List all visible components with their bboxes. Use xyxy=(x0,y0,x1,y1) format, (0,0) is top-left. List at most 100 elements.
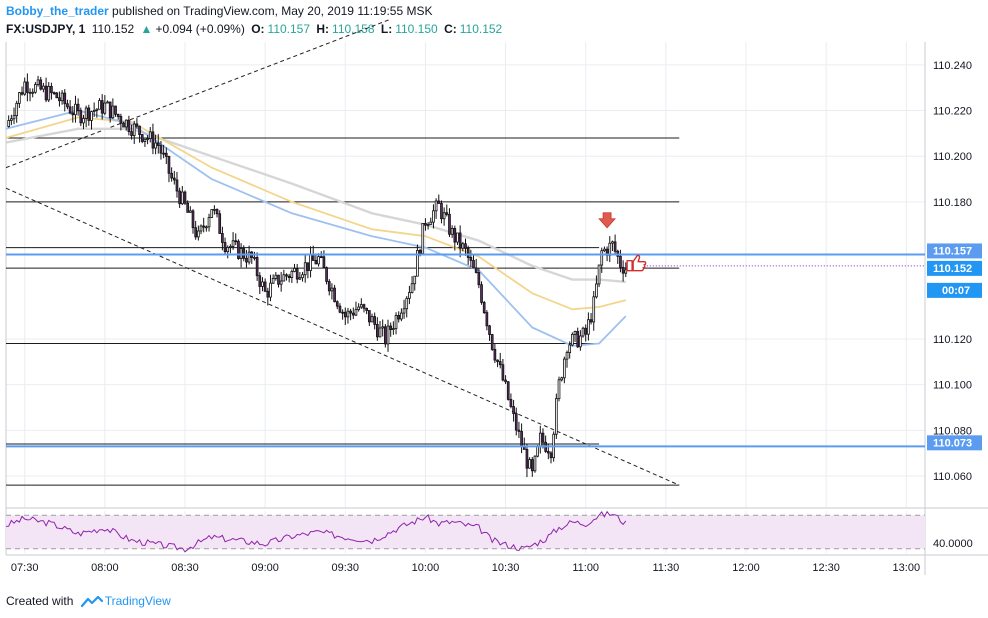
time-tick-label: 11:00 xyxy=(572,562,599,574)
candle-body xyxy=(79,110,83,124)
candle-body xyxy=(317,256,320,265)
candle-body xyxy=(581,327,585,337)
candle-body xyxy=(549,452,553,459)
candle-body xyxy=(194,227,198,238)
candle-body xyxy=(58,97,61,102)
candle-body xyxy=(587,319,590,335)
time-tick-label: 09:00 xyxy=(251,562,279,574)
price-tick-label: 110.120 xyxy=(933,334,972,346)
close-value: 110.152 xyxy=(459,22,503,36)
candle-body xyxy=(373,316,377,325)
symbol-label[interactable]: FX:USDJPY, 1 xyxy=(6,22,86,36)
candle-body xyxy=(367,310,371,323)
candle-body xyxy=(7,120,11,127)
ma-slow-line xyxy=(5,127,626,284)
candle-body xyxy=(130,131,133,136)
candle-body xyxy=(466,248,470,258)
candle-body xyxy=(263,281,267,292)
candle-body xyxy=(60,92,64,102)
candle-body xyxy=(68,106,72,114)
candle-body xyxy=(498,361,502,366)
thumbs-up-shape xyxy=(626,254,647,272)
candle-body xyxy=(92,110,96,113)
candle-body xyxy=(140,134,144,142)
candle-body xyxy=(50,85,53,94)
candle-body xyxy=(306,262,310,271)
candle-body xyxy=(592,296,596,323)
candle-body xyxy=(23,81,27,95)
candle-body xyxy=(528,459,531,469)
candle-body xyxy=(482,302,486,313)
candle-body xyxy=(501,364,505,381)
price-chart[interactable]: 110.240 110.220 110.200 110.180 110.120 110.1… xyxy=(0,0,988,590)
candle-body xyxy=(327,281,331,292)
candle-body xyxy=(514,413,518,431)
candle-body xyxy=(170,172,173,179)
candle-body xyxy=(488,325,491,335)
candle-body xyxy=(146,138,149,140)
high-label: H: xyxy=(316,22,330,36)
candle-body xyxy=(453,228,457,243)
candle-body xyxy=(20,92,24,95)
price-tick-label: 110.220 xyxy=(933,106,972,118)
candle-body xyxy=(437,200,441,204)
last-price: 110.152 xyxy=(91,22,135,36)
candle-body xyxy=(357,306,360,310)
candle-body xyxy=(557,379,561,400)
candle-body xyxy=(343,311,347,318)
countdown-tag-bg xyxy=(927,282,982,298)
trendline xyxy=(5,187,680,486)
candle-body xyxy=(18,92,21,104)
tradingview-logo-icon xyxy=(80,595,103,607)
candle-body xyxy=(496,359,499,363)
candle-body xyxy=(111,105,115,119)
candle-body xyxy=(458,232,462,249)
candle-body xyxy=(298,277,302,280)
candle-body xyxy=(277,274,280,285)
candle-body xyxy=(536,445,539,457)
rsi-band xyxy=(6,515,925,549)
candle-body xyxy=(188,210,192,213)
candle-body xyxy=(55,92,59,99)
candle-body xyxy=(26,81,29,93)
candle-body xyxy=(197,230,200,238)
candle-body xyxy=(159,145,163,154)
thumbs-up-icon xyxy=(626,254,647,272)
candle-body xyxy=(108,101,112,119)
candle-body xyxy=(597,264,601,285)
candle-body xyxy=(210,209,214,218)
candle-body xyxy=(440,203,443,220)
candle-body xyxy=(354,309,358,316)
candle-body xyxy=(619,255,622,268)
candle-body xyxy=(151,131,155,149)
price-tick-label: 110.180 xyxy=(933,197,972,209)
candle-body xyxy=(127,119,131,133)
candle-body xyxy=(349,310,352,314)
candle-body xyxy=(71,112,75,116)
candle-body xyxy=(579,335,582,348)
candle-body xyxy=(309,253,312,271)
candle-body xyxy=(394,314,398,329)
candle-body xyxy=(245,257,248,263)
time-tick-label: 12:00 xyxy=(732,562,760,574)
publisher-name[interactable]: Bobby_the_trader xyxy=(6,4,109,18)
candle-body xyxy=(424,223,427,226)
candle-body xyxy=(42,85,45,90)
candle-body xyxy=(450,228,454,235)
tradingview-brand[interactable]: TradingView xyxy=(104,594,171,608)
candle-body xyxy=(36,79,40,85)
candle-body xyxy=(554,398,558,435)
countdown-label: 00:07 xyxy=(942,285,970,297)
candle-body xyxy=(138,125,141,135)
down-arrow-marker-icon xyxy=(598,212,616,229)
candle-body xyxy=(295,268,299,280)
candle-body xyxy=(164,152,168,157)
candle-body xyxy=(325,267,328,282)
candle-body xyxy=(34,84,37,93)
price-tag-label: 110.157 xyxy=(933,245,972,257)
candle-body xyxy=(178,190,181,205)
candle-body xyxy=(156,142,160,146)
candle-body xyxy=(183,191,187,204)
candle-body xyxy=(624,269,628,274)
candle-body xyxy=(376,323,379,338)
